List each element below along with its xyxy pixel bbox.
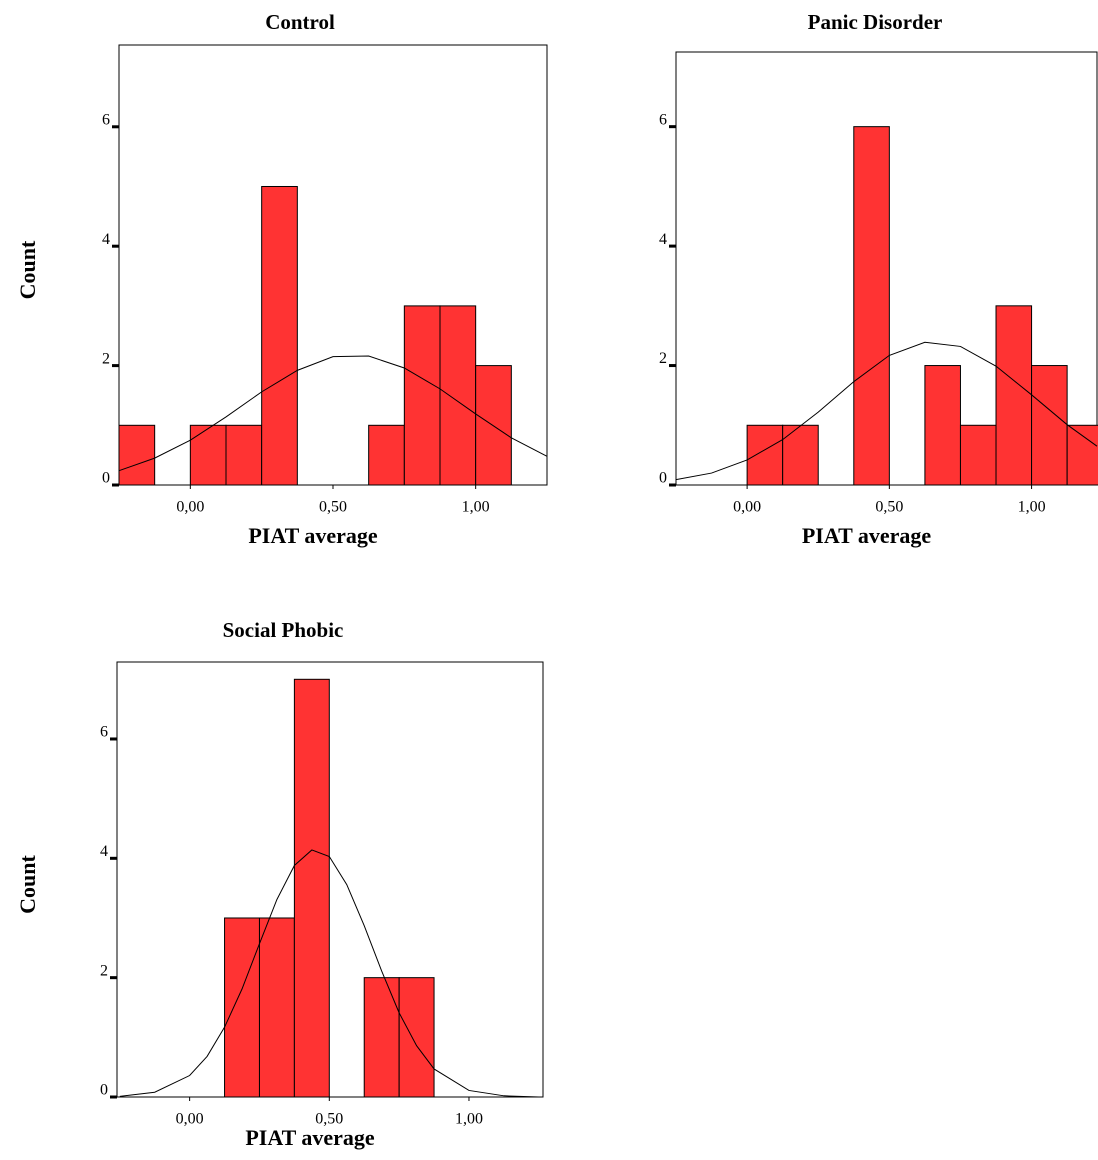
y-tick-label: 6 [659,111,667,128]
x-tick-label: 0,00 [733,499,761,516]
y-tick-label: 6 [100,724,108,741]
plot-frame [116,661,544,1098]
bar [439,305,477,486]
bar [368,424,405,486]
y-tick-label: 2 [659,350,667,367]
x-tick-label: 0,50 [319,499,347,516]
bar [746,424,784,486]
bar [258,917,295,1098]
bar [782,424,819,486]
y-tick-label: 0 [659,470,667,487]
bar [398,977,435,1098]
bar [118,424,156,486]
y-tick-label: 2 [100,962,108,979]
y-tick-label: 0 [100,1082,108,1099]
bar [1031,365,1068,486]
y-tick-label: 4 [102,231,110,248]
chart-title: Control [265,10,335,34]
y-axis-label: Count [15,854,40,913]
x-axis-label: PIAT average [245,1125,375,1150]
x-tick-label: 0,50 [315,1111,343,1128]
y-tick-label: 2 [102,350,110,367]
bar [224,917,260,1098]
chart-title: Social Phobic [223,618,344,642]
bar [293,678,330,1098]
bar [189,424,227,486]
y-tick-label: 4 [659,231,667,248]
x-tick-label: 0,00 [176,499,204,516]
normal-curve [119,849,539,1098]
x-tick-label: 1,00 [1018,499,1046,516]
x-tick-label: 1,00 [462,499,490,516]
x-tick-label: 0,00 [176,1111,204,1128]
bar [995,305,1033,486]
bar [1066,424,1098,486]
bar [363,977,400,1098]
x-axis-label: PIAT average [802,523,932,548]
bar [261,185,298,486]
bar [959,424,997,486]
bar [225,424,263,486]
bar [924,365,961,486]
bar [853,126,890,486]
normal-curve [675,341,1098,481]
y-tick-label: 0 [102,470,110,487]
x-tick-label: 1,00 [455,1111,483,1128]
x-axis-label: PIAT average [248,523,378,548]
x-tick-label: 0,50 [875,499,903,516]
chart-title: Panic Disorder [808,10,943,34]
y-tick-label: 4 [100,843,108,860]
bar [403,305,441,486]
y-axis-label: Count [15,240,40,299]
normal-curve [118,355,548,472]
y-tick-label: 6 [102,111,110,128]
